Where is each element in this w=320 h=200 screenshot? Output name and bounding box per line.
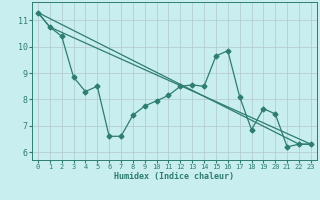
X-axis label: Humidex (Indice chaleur): Humidex (Indice chaleur) bbox=[115, 172, 234, 181]
